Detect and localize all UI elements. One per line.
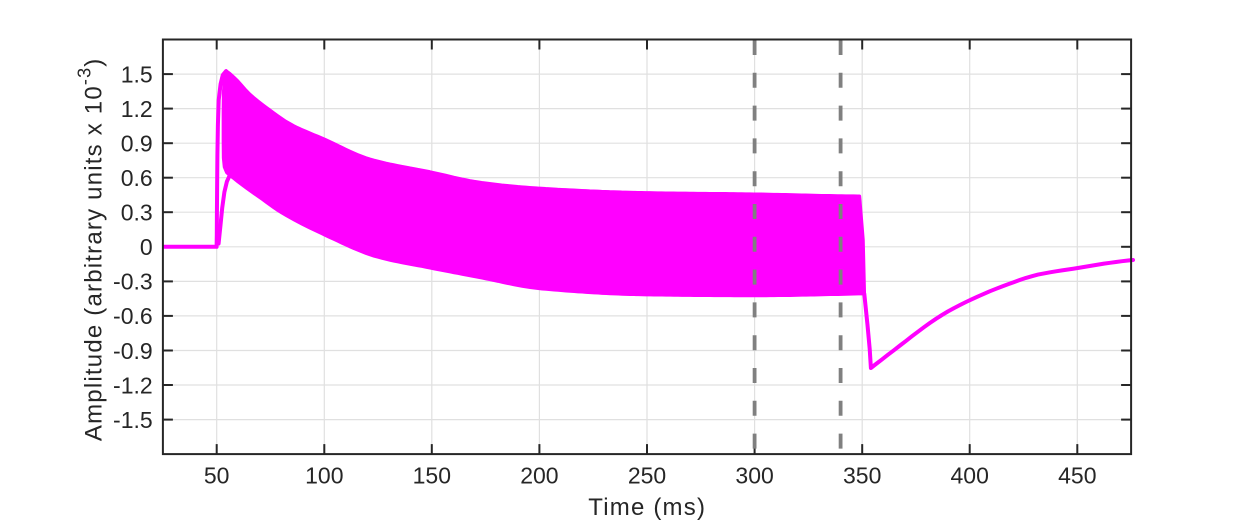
svg-text:-0.6: -0.6 [113, 303, 153, 329]
svg-text:200: 200 [520, 463, 558, 489]
svg-text:250: 250 [628, 463, 666, 489]
svg-text:150: 150 [413, 463, 451, 489]
svg-text:Amplitude (arbitrary units x 1: Amplitude (arbitrary units x 10-3) [75, 57, 108, 441]
svg-text:-1.5: -1.5 [113, 407, 153, 433]
svg-text:50: 50 [204, 463, 230, 489]
svg-text:0.6: 0.6 [121, 165, 153, 191]
svg-text:350: 350 [843, 463, 881, 489]
svg-text:-0.3: -0.3 [113, 269, 153, 295]
svg-text:Time (ms): Time (ms) [588, 494, 706, 521]
svg-text:-1.2: -1.2 [113, 372, 153, 398]
svg-text:0: 0 [140, 234, 153, 260]
svg-text:-0.9: -0.9 [113, 338, 153, 364]
svg-text:1.5: 1.5 [121, 61, 153, 87]
svg-text:0.9: 0.9 [121, 131, 153, 157]
svg-text:300: 300 [735, 463, 773, 489]
svg-text:450: 450 [1058, 463, 1096, 489]
svg-text:400: 400 [951, 463, 989, 489]
svg-text:100: 100 [305, 463, 343, 489]
svg-text:1.2: 1.2 [121, 96, 153, 122]
svg-text:0.3: 0.3 [121, 200, 153, 226]
